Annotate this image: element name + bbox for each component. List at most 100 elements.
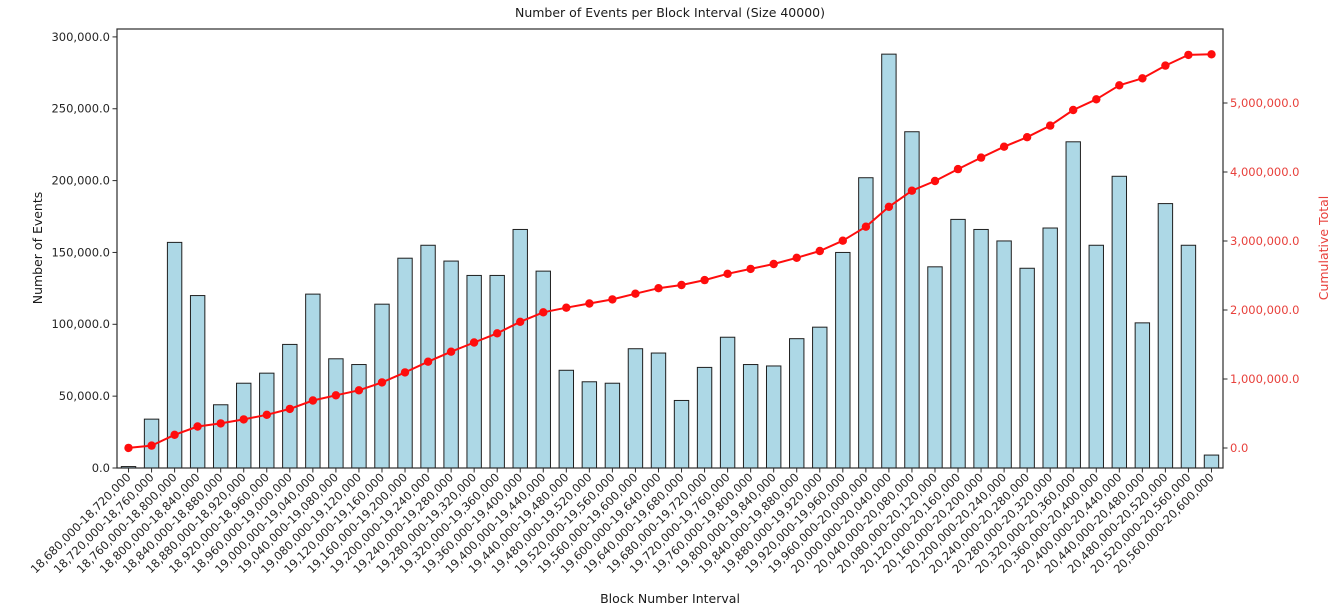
- plot-border: [116, 28, 1224, 469]
- cumulative-point: [976, 153, 986, 162]
- cumulative-point: [239, 415, 248, 424]
- bar: [973, 228, 989, 469]
- bar: [397, 257, 413, 469]
- bar: [1203, 454, 1220, 469]
- bar: [328, 358, 344, 469]
- bar: [420, 244, 436, 469]
- bar: [535, 270, 551, 469]
- cumulative-point: [446, 347, 456, 356]
- cumulative-point: [469, 338, 479, 347]
- y-tick-label-right: 2,000,000.0: [1230, 303, 1300, 317]
- bar: [259, 372, 275, 469]
- cumulative-point: [285, 404, 294, 414]
- cumulative-point: [354, 386, 364, 395]
- cumulative-point: [147, 441, 156, 450]
- cumulative-point: [838, 236, 847, 245]
- bar: [1088, 244, 1104, 469]
- bar: [443, 260, 459, 469]
- cumulative-point: [723, 269, 732, 278]
- bar: [305, 293, 321, 469]
- cumulative-point: [1092, 95, 1101, 104]
- bar: [789, 338, 805, 469]
- cumulative-point: [562, 303, 571, 312]
- y-tick-label-right: 5,000,000.0: [1230, 96, 1300, 110]
- bar: [881, 53, 897, 469]
- y-tick-label-left: 150,000.0: [51, 245, 110, 259]
- bar: [466, 274, 482, 469]
- x-axis-label: Block Number Interval: [600, 591, 740, 606]
- bar: [558, 369, 575, 469]
- bar: [904, 131, 920, 469]
- cumulative-point: [999, 142, 1009, 151]
- bar: [996, 240, 1012, 469]
- cumulative-point: [1184, 50, 1193, 60]
- bar: [489, 274, 505, 469]
- bar: [673, 399, 690, 469]
- cumulative-point: [170, 430, 179, 439]
- bar: [1019, 267, 1035, 469]
- bar: [765, 365, 782, 469]
- y-tick-label-right: 0.0: [1230, 441, 1248, 455]
- cumulative-point: [746, 264, 755, 274]
- cumulative-point: [516, 317, 525, 326]
- bar: [812, 326, 828, 469]
- cumulative-point: [493, 329, 502, 338]
- cumulative-point: [1161, 61, 1170, 70]
- cumulative-point: [1069, 105, 1078, 115]
- bar: [927, 266, 943, 469]
- cumulative-point: [539, 308, 548, 317]
- y-tick-label-right: 4,000,000.0: [1230, 165, 1300, 179]
- y-tick-label-left: 100,000.0: [51, 317, 110, 331]
- bar: [1134, 322, 1151, 469]
- y-tick-label-left: 50,000.0: [59, 389, 110, 403]
- bar: [950, 218, 966, 469]
- cumulative-point: [953, 164, 963, 174]
- cumulative-point: [1115, 81, 1124, 90]
- cumulative-point: [815, 246, 824, 256]
- bar: [1111, 175, 1128, 469]
- cumulative-point: [608, 295, 617, 304]
- cumulative-point: [1138, 74, 1147, 83]
- bar: [1157, 203, 1174, 469]
- bar: [212, 404, 229, 469]
- cumulative-point: [331, 391, 341, 400]
- bar: [512, 228, 528, 469]
- bar: [604, 382, 621, 469]
- cumulative-point: [654, 284, 663, 293]
- cumulative-point: [792, 253, 801, 262]
- bar: [1180, 244, 1197, 469]
- cumulative-point: [631, 289, 640, 298]
- cumulative-point: [930, 176, 940, 186]
- y-tick-label-left: 250,000.0: [51, 102, 110, 116]
- bar: [719, 336, 736, 469]
- cumulative-point: [884, 202, 894, 211]
- y-tick-label-left: 0.0: [92, 461, 110, 475]
- y-tick-label-left: 300,000.0: [51, 30, 110, 44]
- cumulative-point: [1046, 121, 1055, 130]
- cumulative-point: [377, 378, 387, 387]
- bar: [696, 366, 713, 469]
- bar: [581, 381, 598, 469]
- chart-title: Number of Events per Block Interval (Siz…: [514, 5, 826, 20]
- cumulative-point: [193, 422, 202, 431]
- cumulative-point: [907, 186, 917, 195]
- y-tick-label-right: 1,000,000.0: [1230, 372, 1300, 386]
- bar: [1065, 141, 1081, 469]
- bar: [835, 251, 851, 469]
- cumulative-point: [216, 419, 225, 428]
- bar: [236, 382, 252, 469]
- y-tick-label-right: 3,000,000.0: [1230, 234, 1300, 248]
- bar: [650, 352, 667, 469]
- cumulative-point: [308, 396, 318, 405]
- bar: [1042, 227, 1058, 469]
- bar: [627, 348, 644, 469]
- cumulative-point: [861, 222, 871, 231]
- cumulative-point: [585, 299, 594, 308]
- cumulative-point: [1022, 133, 1032, 142]
- cumulative-point: [262, 410, 271, 419]
- cumulative-point: [700, 275, 709, 285]
- cumulative-point: [400, 368, 410, 377]
- cumulative-point: [769, 259, 778, 269]
